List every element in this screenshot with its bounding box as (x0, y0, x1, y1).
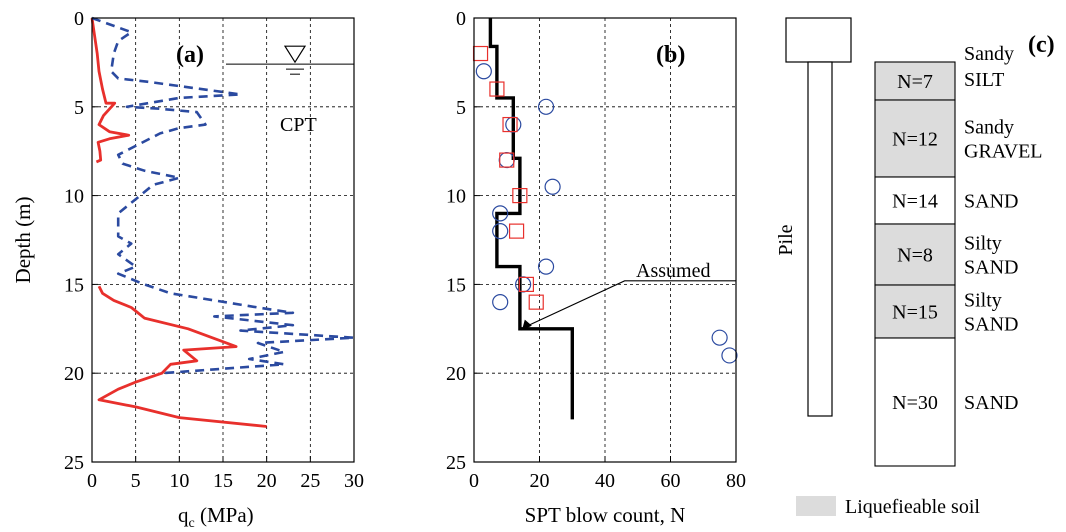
y-tick-label: 20 (446, 363, 466, 385)
panel-a-cpt-plot: 0 5 10 15 20 25 30 0 5 10 15 20 25 (a) CPT Depth (m)… (11, 8, 364, 531)
y-tick-label: 5 (74, 97, 84, 119)
legend-label: Liquefieable soil (845, 496, 980, 518)
panel-c-label: (c) (1028, 32, 1055, 58)
layer-soil-label: SAND (964, 392, 1018, 414)
x-tick-label: 40 (595, 470, 615, 492)
spt-circle-marker (492, 223, 509, 240)
soil-layer-box (874, 284, 956, 339)
spt-square-marker (528, 294, 544, 310)
x-tick-label: 80 (726, 470, 746, 492)
x-tick-label: 0 (87, 470, 97, 492)
panel-b-series (472, 18, 738, 420)
layer-soil-label: Sandy (964, 117, 1014, 139)
layer-soil-label: GRAVEL (964, 141, 1043, 163)
y-tick-label: 10 (64, 186, 84, 208)
panel-b-x-axis-label: SPT blow count, N (525, 503, 686, 527)
soil-layer-box (874, 61, 956, 101)
x-tick-label: 15 (213, 470, 233, 492)
x-tick-label: 20 (530, 470, 550, 492)
water-table-symbol (226, 45, 354, 75)
layer-soil-label: SAND (964, 257, 1018, 279)
y-tick-label: 5 (456, 97, 466, 119)
spt-circle-marker (498, 151, 515, 169)
x-tick-label: 20 (257, 470, 277, 492)
pile-cap (785, 17, 852, 63)
spt-square-marker (518, 276, 535, 292)
layer-soil-label: SILT (964, 69, 1004, 91)
x-tick-label: 5 (131, 470, 141, 492)
x-tick-label: 60 (661, 470, 681, 492)
spt-square-marker (508, 223, 525, 239)
spt-circle-marker (537, 98, 555, 115)
layer-soil-label: Silty (964, 233, 1002, 255)
cpt-annotation: CPT (280, 114, 317, 136)
panel-a-series (90, 16, 356, 428)
layer-n-value: N=12 (892, 129, 938, 151)
qc-solid-series-0 (90, 17, 131, 164)
spt-circle-marker (537, 258, 555, 275)
spt-circle-marker (711, 329, 728, 346)
panel-b-grid (474, 18, 736, 462)
y-tick-label: 20 (64, 363, 84, 385)
spt-square-marker (489, 81, 505, 97)
panel-b-label: (b) (656, 42, 685, 68)
pile-label: Pile (775, 224, 797, 255)
x-axis-label-main: q (178, 503, 189, 527)
soil-layer-box (874, 223, 956, 286)
x-tick-label: 30 (344, 470, 364, 492)
panel-a-grid (92, 18, 354, 462)
legend-swatch (796, 496, 836, 516)
assumed-profile-line (488, 18, 574, 420)
x-axis-label-unit: (MPa) (195, 503, 254, 527)
layer-n-value: N=8 (897, 245, 933, 267)
water-table-triangle (283, 45, 307, 64)
y-tick-label: 0 (456, 8, 466, 30)
spt-square-marker (472, 45, 489, 62)
panel-a-x-axis-label: qc (MPa) (178, 503, 254, 531)
spt-circle-marker (475, 63, 492, 80)
y-tick-label: 10 (446, 186, 466, 208)
assumed-arrow (521, 280, 736, 331)
x-tick-label: 10 (169, 470, 189, 492)
spt-circle-marker (492, 205, 509, 222)
spt-square-marker (502, 116, 518, 133)
layer-soil-label: SAND (964, 314, 1018, 336)
layer-n-value: N=7 (897, 71, 933, 93)
x-tick-label: 25 (300, 470, 320, 492)
assumed-arrow-head (521, 319, 532, 331)
spt-circle-marker (544, 178, 561, 195)
spt-circle-marker (492, 294, 509, 311)
y-tick-label: 15 (446, 274, 466, 296)
layer-n-value: N=14 (892, 191, 938, 213)
layer-n-value: N=15 (892, 302, 938, 324)
layer-soil-label: SAND (964, 191, 1018, 213)
x-tick-label: 0 (469, 470, 479, 492)
soil-layer-box (874, 99, 956, 178)
qc-solid-series-2 (97, 285, 267, 428)
x-axis-label-subscript: c (189, 516, 195, 531)
assumed-annotation: Assumed (636, 260, 710, 282)
layer-soil-label: Sandy (964, 43, 1014, 65)
panel-b-ticks: 0 20 40 60 80 0 5 10 15 20 25 (446, 8, 746, 492)
spt-circle-marker (721, 347, 738, 364)
panel-a-y-axis-label: Depth (m) (11, 197, 35, 284)
y-tick-label: 15 (64, 274, 84, 296)
panel-b-spt-plot: 0 20 40 60 80 0 5 10 15 20 25 (b) SPT blow count, … (446, 8, 746, 527)
pile-shaft (807, 61, 833, 417)
panel-a-label: (a) (176, 42, 204, 68)
panel-a-ticks: 0 5 10 15 20 25 30 0 5 10 15 20 25 (64, 8, 364, 492)
soil-layer-box (874, 337, 956, 467)
layer-n-value: N=30 (892, 392, 938, 414)
assumed-arrow-line (525, 280, 736, 328)
spt-square-marker (512, 188, 528, 204)
y-tick-label: 25 (446, 452, 466, 474)
y-tick-label: 0 (74, 8, 84, 30)
layer-soil-label: Silty (964, 290, 1002, 312)
y-tick-label: 25 (64, 452, 84, 474)
spt-square-marker (499, 152, 515, 168)
